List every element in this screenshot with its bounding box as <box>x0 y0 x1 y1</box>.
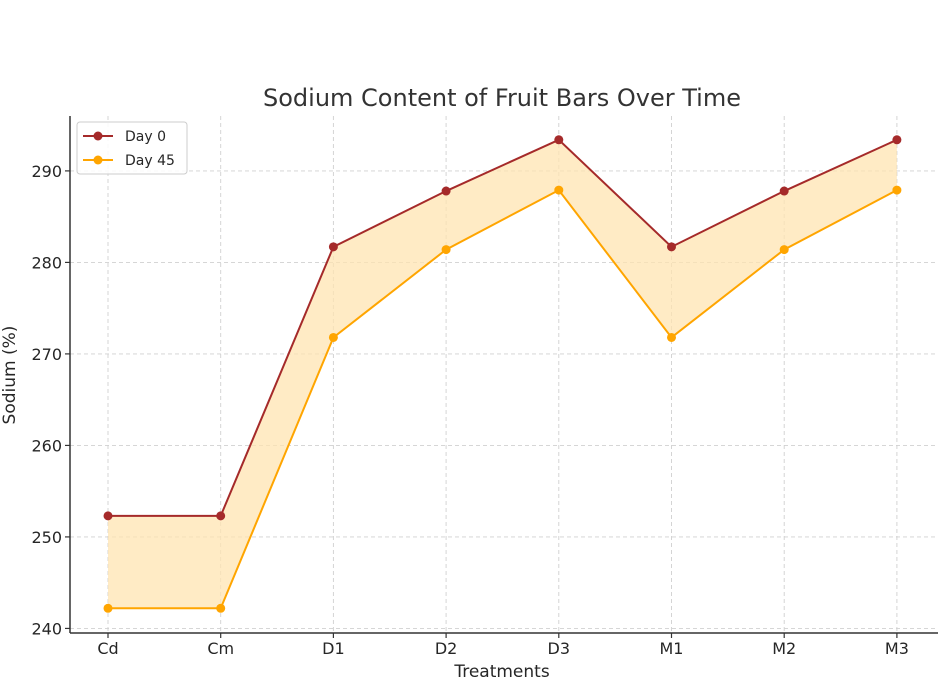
y-tick-label-270: 270 <box>31 345 62 364</box>
y-tick-label-280: 280 <box>31 253 62 272</box>
tick-labels: 240 250 260 270 280 290 Cd Cm D1 D2 D3 M1 M2 M3 <box>31 162 908 658</box>
point-day-0-m2 <box>779 186 789 196</box>
x-axis-title: Treatments <box>453 662 550 679</box>
y-tick-label-240: 240 <box>31 619 62 638</box>
point-day-45-d3 <box>554 185 564 195</box>
series-day-0 <box>103 135 902 521</box>
point-day-0-m3 <box>892 135 902 145</box>
point-day-0-m1 <box>667 242 676 252</box>
series-day-45 <box>103 185 902 613</box>
y-tick-label-290: 290 <box>31 162 62 181</box>
point-day-45-m1 <box>667 332 676 342</box>
legend-marker-day-45 <box>93 155 103 165</box>
axes <box>69 116 938 634</box>
point-day-0-d3 <box>554 135 564 145</box>
point-day-45-m3 <box>892 185 902 195</box>
x-tick-label-m2: M2 <box>772 639 796 658</box>
y-tick-label-250: 250 <box>31 528 62 547</box>
y-tick-label-260: 260 <box>31 436 62 455</box>
point-day-0-d1 <box>328 242 338 252</box>
legend-label-day-0: Day 0 <box>125 129 166 145</box>
point-day-45-cd <box>103 603 113 613</box>
series-line-day-45 <box>108 188 898 610</box>
x-tick-label-m1: M1 <box>660 639 684 658</box>
point-day-45-d2 <box>441 245 451 255</box>
x-tick-label-d2: D2 <box>435 639 458 658</box>
x-tick-label-cm: Cm <box>207 639 234 658</box>
point-day-45-m2 <box>779 245 789 255</box>
chart-title: Sodium Content of Fruit Bars Over Time <box>263 84 741 112</box>
y-axis-title: Sodium (%) <box>0 326 20 425</box>
legend-marker-day-0 <box>93 131 103 141</box>
fill-between-band <box>108 139 897 609</box>
x-tick-label-d3: D3 <box>548 639 571 658</box>
x-tick-label-d1: D1 <box>322 639 345 658</box>
series-layer <box>103 135 902 613</box>
x-tick-label-cd: Cd <box>97 639 118 658</box>
point-day-0-d2 <box>441 186 451 196</box>
legend: Day 0 Day 45 <box>76 121 188 175</box>
x-tick-label-m3: M3 <box>885 639 909 658</box>
point-day-45-cm <box>216 603 226 613</box>
point-day-0-cd <box>103 511 113 521</box>
series-line-day-0 <box>108 138 898 517</box>
point-day-45-d1 <box>328 332 338 342</box>
point-day-0-cm <box>216 511 226 521</box>
legend-label-day-45: Day 45 <box>125 153 175 169</box>
